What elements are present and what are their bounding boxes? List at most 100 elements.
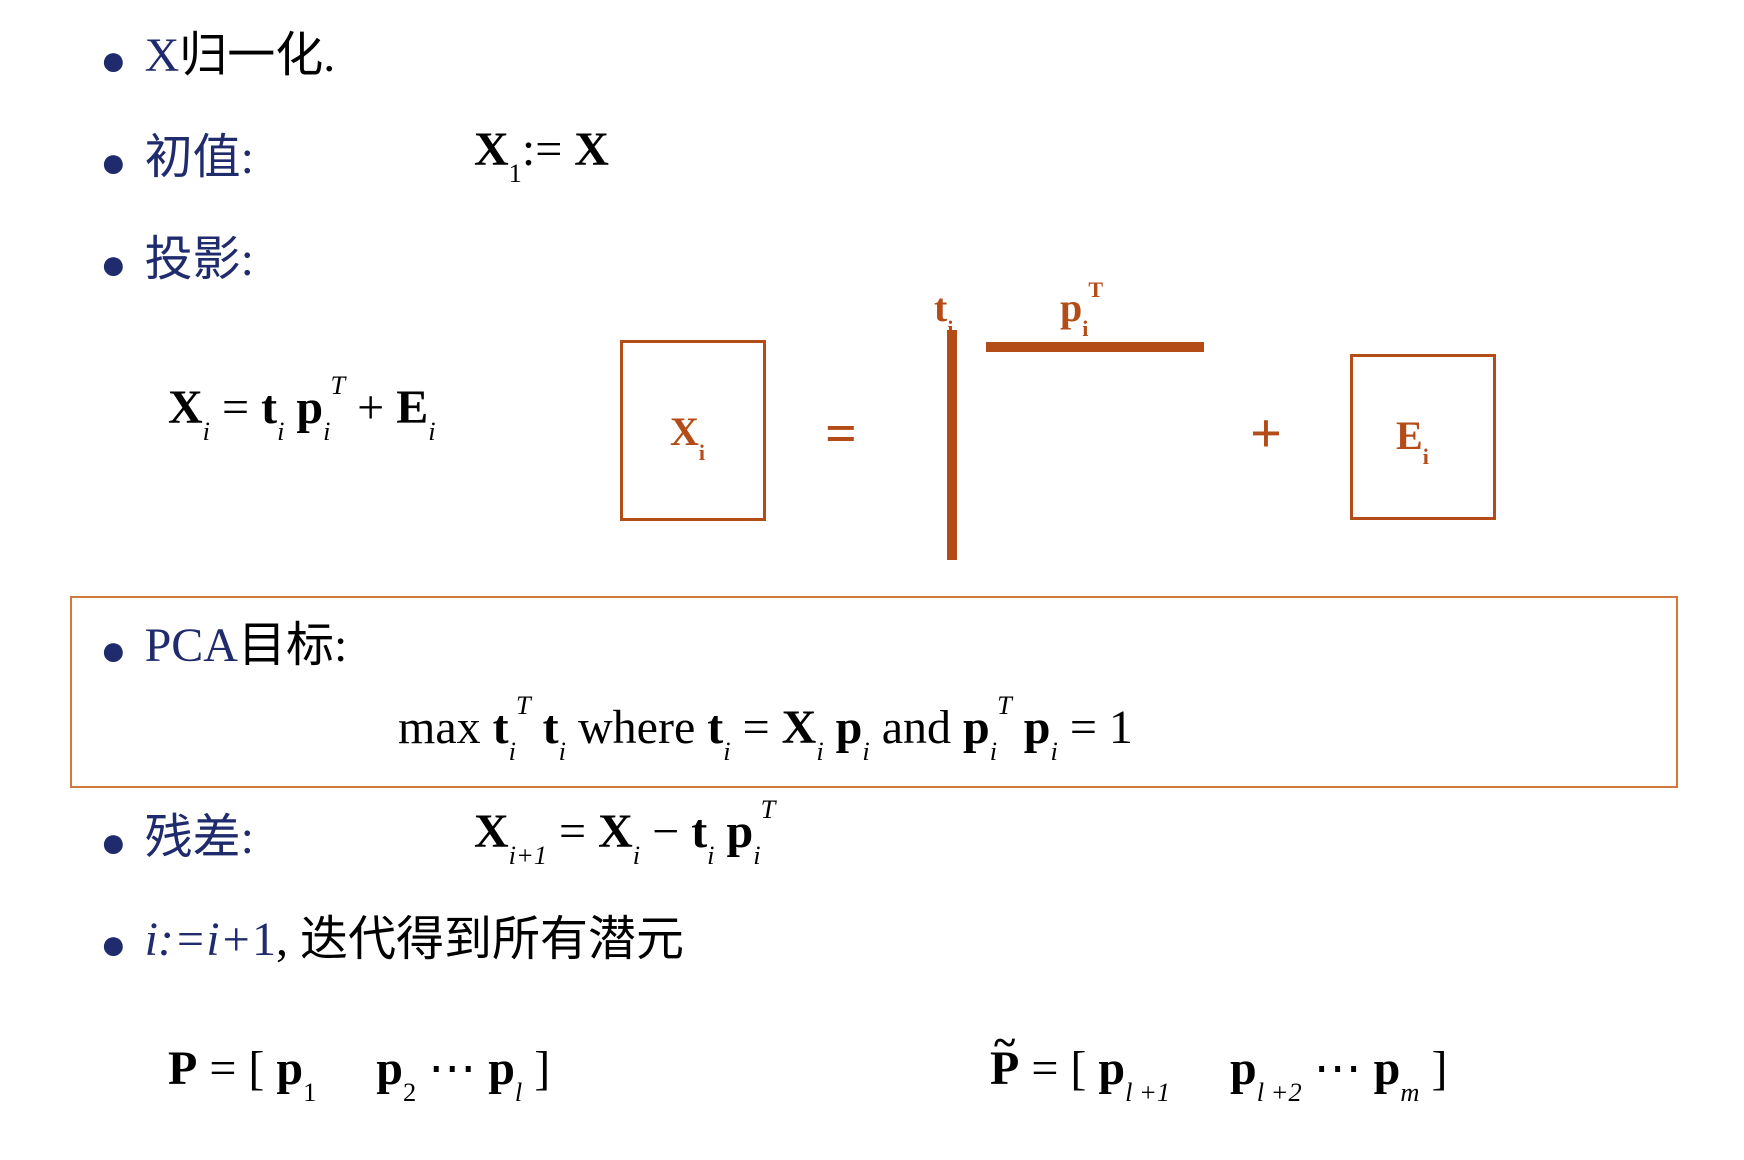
sub-i: i xyxy=(203,416,210,446)
sym-t: t xyxy=(707,701,723,754)
sym-p: p xyxy=(727,805,754,858)
b3-blue: 投影: xyxy=(145,232,254,287)
b2-blue: 初值: xyxy=(145,130,254,185)
sub-i: i xyxy=(707,840,714,870)
sym-p: p xyxy=(1060,285,1082,330)
sub-l1: l +1 xyxy=(1125,1077,1170,1107)
eq: = xyxy=(743,701,782,754)
formula-P-tilde: ~ P = [ pl +1 pl +2 ⋯ pm ] xyxy=(990,1040,1447,1102)
close: ] xyxy=(1431,1042,1447,1095)
bullet-text: i:=i+1, 迭代得到所有潜元 xyxy=(145,912,684,967)
bullet-dot: ● xyxy=(100,35,127,86)
sub-i: i xyxy=(947,316,953,341)
sym-X: X xyxy=(782,701,817,754)
bullet-normalize: ● X归一化. xyxy=(100,28,335,83)
sym-t: t xyxy=(261,381,277,434)
sub-i: i xyxy=(862,736,869,766)
sym-X: X xyxy=(474,123,509,176)
sub-i: i xyxy=(1050,736,1057,766)
sym-E: E xyxy=(1396,413,1423,458)
sym-p: p xyxy=(276,1042,303,1095)
sym-p: p xyxy=(1024,701,1051,754)
sup-T: T xyxy=(1088,277,1103,302)
sub-i: i xyxy=(277,416,284,446)
formula-projection: Xi = ti piT + Ei xyxy=(168,380,436,441)
bullet-initial: ● 初值: xyxy=(100,130,254,185)
bullet-iterate: ● i:=i+1, 迭代得到所有潜元 xyxy=(100,912,684,967)
tilde: ~ xyxy=(990,1019,1019,1066)
t-label: ti xyxy=(934,284,953,336)
bullet-pca-objective: ● PCA目标: xyxy=(100,618,347,673)
sub-i: i xyxy=(428,416,435,446)
sub-i: i xyxy=(1082,316,1088,341)
dots: ⋯ xyxy=(1314,1042,1374,1095)
bullet-text: PCA目标: xyxy=(145,618,348,673)
sym-t: t xyxy=(493,701,509,754)
sym-p: p xyxy=(963,701,990,754)
sub-i: i xyxy=(723,736,730,766)
sub-i: i xyxy=(509,736,516,766)
bullet-dot: ● xyxy=(100,137,127,188)
where: where xyxy=(578,701,707,754)
sub-l2: l +2 xyxy=(1257,1077,1302,1107)
sym-t: t xyxy=(691,805,707,858)
sub-i: i xyxy=(1423,444,1429,469)
eq: = xyxy=(222,381,261,434)
minus: − xyxy=(652,805,691,858)
decomposition-diagram: Xi = ti piT + Ei xyxy=(620,300,1680,580)
sub-1: 1 xyxy=(303,1077,316,1107)
b1-blue: X xyxy=(145,29,180,82)
sup-T: T xyxy=(516,690,531,720)
b6-tail: 1 xyxy=(252,913,276,966)
close: ] xyxy=(534,1042,550,1095)
b6-black: , 迭代得到所有潜元 xyxy=(276,913,684,966)
sup-T: T xyxy=(761,794,776,824)
sym-p: p xyxy=(1098,1042,1125,1095)
sym-X2: X xyxy=(574,123,609,176)
and: and xyxy=(882,701,963,754)
p-label: piT xyxy=(1060,284,1103,336)
sym-p: p xyxy=(1230,1042,1257,1095)
bullet-dot: ● xyxy=(100,817,127,868)
sym-Ptilde: ~ P xyxy=(990,1041,1019,1096)
formula-pca-objective: max tiT ti where ti = Xi pi and piT pi =… xyxy=(398,700,1133,761)
sub-i: i xyxy=(699,440,705,465)
dots: ⋯ xyxy=(428,1042,488,1095)
sym-t: t xyxy=(934,285,947,330)
sym-X: X xyxy=(598,805,633,858)
bullet-dot: ● xyxy=(100,919,127,970)
sub-i: i xyxy=(990,736,997,766)
sub-i: i xyxy=(633,840,640,870)
bullet-text: X归一化. xyxy=(145,28,336,83)
sub-i: i xyxy=(323,416,330,446)
sub-i: i xyxy=(559,736,566,766)
sym-p: p xyxy=(296,381,323,434)
formula-P: P = [ p1 p2 ⋯ pl ] xyxy=(168,1040,550,1102)
max: max xyxy=(398,701,493,754)
sub-i: i xyxy=(753,840,760,870)
sym-X: X xyxy=(670,409,699,454)
b6-ital: i:=i+ xyxy=(145,913,252,966)
p-row-bar xyxy=(986,342,1204,352)
sym-p: p xyxy=(1374,1042,1401,1095)
sub-i: i xyxy=(816,736,823,766)
sub-m: m xyxy=(1400,1077,1419,1107)
open: = [ xyxy=(1031,1042,1086,1095)
eq1: = 1 xyxy=(1070,701,1133,754)
bullet-dot: ● xyxy=(100,625,127,676)
sym-p: p xyxy=(488,1042,515,1095)
b5-blue: 残差: xyxy=(145,810,254,865)
sup-T: T xyxy=(330,370,345,400)
bullet-residual: ● 残差: xyxy=(100,810,254,865)
b1-black: 归一化. xyxy=(179,29,335,82)
sym-P: P xyxy=(168,1042,197,1095)
b4-blue: PCA xyxy=(145,619,238,672)
sym-t: t xyxy=(543,701,559,754)
assign: := xyxy=(522,123,562,176)
sup-T: T xyxy=(997,690,1012,720)
sym-X: X xyxy=(168,381,203,434)
sym-X: X xyxy=(474,805,509,858)
b4-black: 目标: xyxy=(238,619,347,672)
open: = [ xyxy=(209,1042,264,1095)
eq: = xyxy=(559,805,598,858)
